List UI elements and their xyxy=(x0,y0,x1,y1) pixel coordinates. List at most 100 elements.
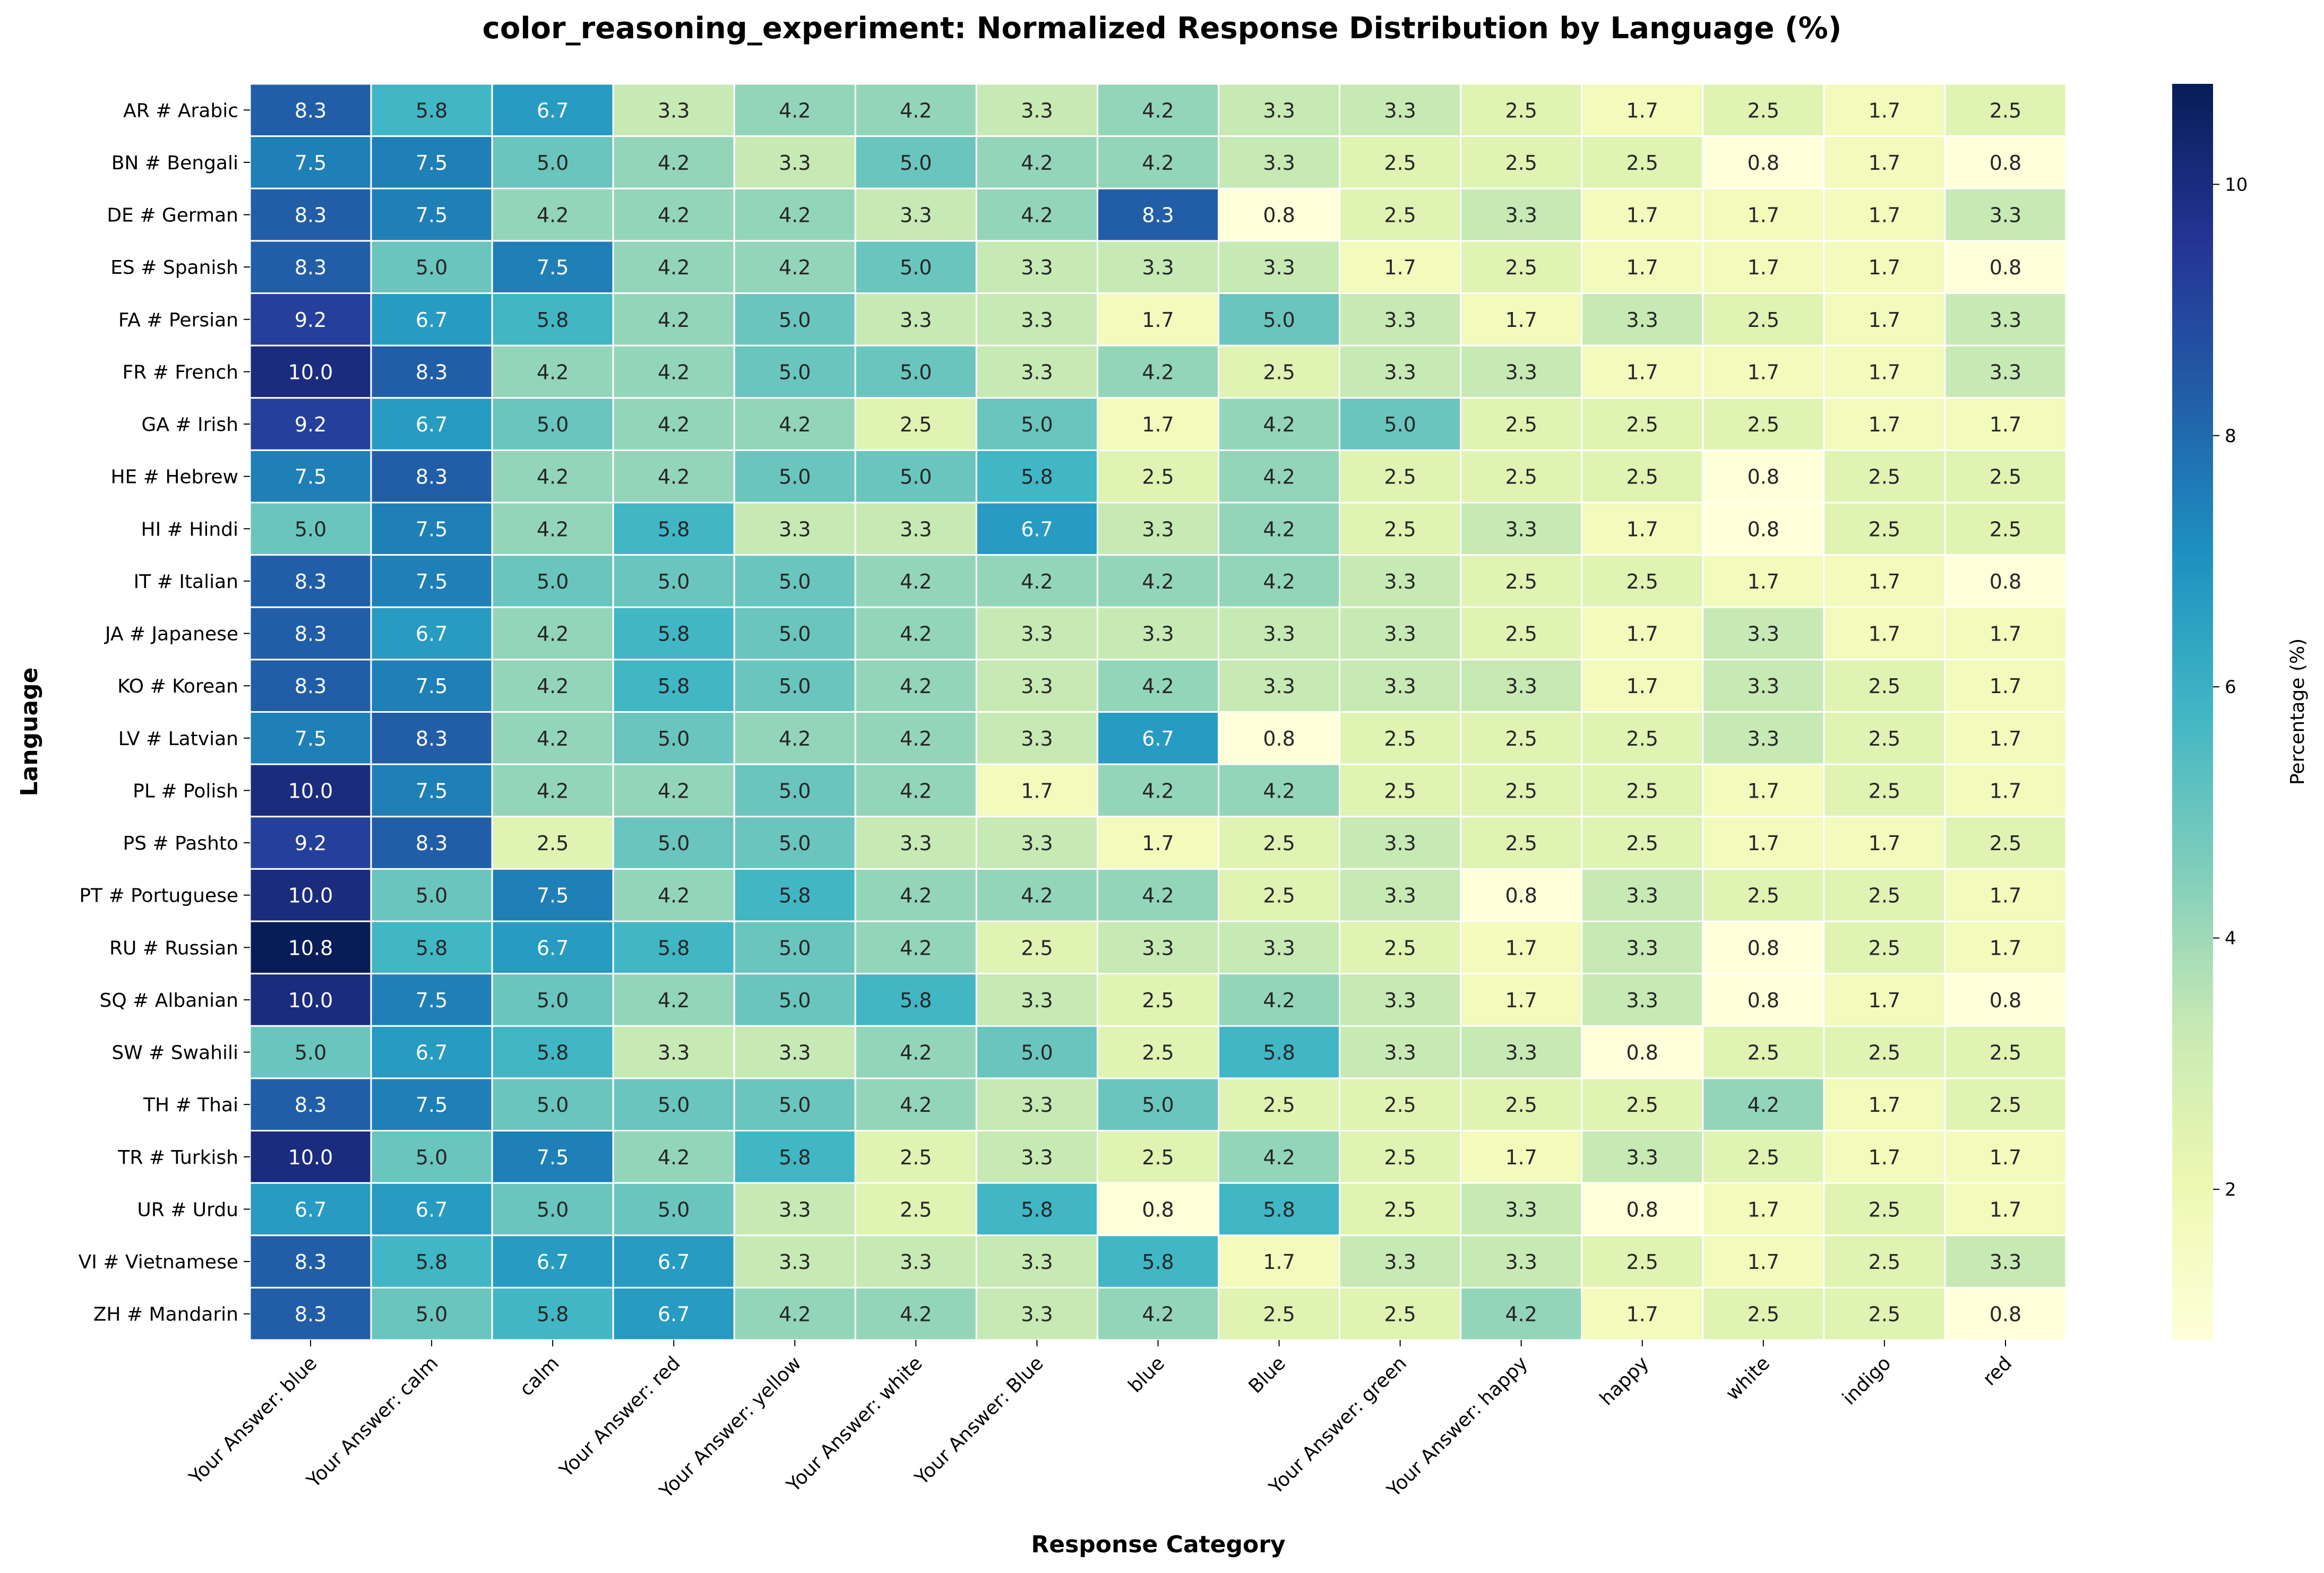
cell-value-label: 3.3 xyxy=(658,99,690,122)
heatmap-cell xyxy=(491,83,614,137)
cell-value-label: 8.3 xyxy=(1142,204,1174,227)
cell-value-label: 5.0 xyxy=(537,413,569,436)
column-label: white xyxy=(1722,1352,1775,1405)
cell-value-label: 7.5 xyxy=(537,1146,569,1169)
cell-value-label: 9.2 xyxy=(295,308,326,332)
cell-value-label: 0.8 xyxy=(1990,1303,2021,1326)
cell-value-label: 5.0 xyxy=(900,465,932,489)
cell-value-label: 3.3 xyxy=(1021,360,1053,384)
cell-value-label: 4.2 xyxy=(1263,779,1295,802)
cell-value-label: 2.5 xyxy=(1263,1303,1295,1326)
heatmap-cell xyxy=(1096,344,1220,399)
heatmap-cell xyxy=(1823,502,1946,556)
cell-value-label: 4.2 xyxy=(1142,675,1174,698)
heatmap-cell xyxy=(370,711,493,765)
heatmap-cell xyxy=(733,920,856,975)
cell-value-label: 1.7 xyxy=(1990,1198,2021,1221)
heatmap-cell xyxy=(1702,1182,1825,1237)
heatmap-cell xyxy=(975,397,1098,451)
cell-value-label: 8.3 xyxy=(416,465,447,489)
cell-value-label: 2.5 xyxy=(1990,1041,2021,1065)
cell-value-label: 2.5 xyxy=(1142,989,1174,1012)
cell-value-label: 5.0 xyxy=(779,360,811,384)
cell-value-label: 2.5 xyxy=(1626,727,1658,750)
cell-value-label: 1.7 xyxy=(1748,204,1779,227)
cell-value-label: 3.3 xyxy=(1384,99,1416,122)
cell-value-label: 4.2 xyxy=(537,465,569,489)
cell-value-label: 3.3 xyxy=(1263,99,1295,122)
heatmap-cell xyxy=(1460,659,1583,713)
heatmap-cell xyxy=(733,973,856,1027)
heatmap-cell xyxy=(1581,187,1704,242)
cell-value-label: 1.7 xyxy=(1626,517,1658,541)
cell-value-label: 3.3 xyxy=(1505,1041,1537,1065)
cell-value-label: 4.2 xyxy=(1263,989,1295,1012)
heatmap-cell xyxy=(1096,240,1220,294)
cell-value-label: 7.5 xyxy=(416,989,447,1012)
cell-value-label: 1.7 xyxy=(1869,570,1900,593)
heatmap-cell xyxy=(249,344,372,399)
heatmap-cell xyxy=(1218,344,1341,399)
heatmap-cell xyxy=(1581,83,1704,137)
cell-value-label: 5.0 xyxy=(537,989,569,1012)
cell-value-label: 3.3 xyxy=(1021,1303,1053,1326)
cell-value-label: 9.2 xyxy=(295,832,326,855)
cell-value-label: 5.0 xyxy=(537,1198,569,1221)
cell-value-label: 2.5 xyxy=(1990,1093,2021,1117)
heatmap-cell xyxy=(854,502,977,556)
cell-value-label: 4.2 xyxy=(658,256,690,279)
cell-value-label: 5.8 xyxy=(537,1303,569,1326)
cell-value-label: 5.8 xyxy=(658,675,690,698)
heatmap-cell xyxy=(612,240,735,294)
cell-value-label: 2.5 xyxy=(1869,1041,1900,1065)
heatmap-cell xyxy=(1702,292,1825,347)
heatmap-cell xyxy=(1702,397,1825,451)
heatmap-cell xyxy=(491,1234,614,1289)
cell-value-label: 4.2 xyxy=(1142,151,1174,175)
cell-value-label: 1.7 xyxy=(1990,779,2021,802)
cell-value-label: 3.3 xyxy=(1384,1041,1416,1065)
cell-value-label: 3.3 xyxy=(1263,256,1295,279)
heatmap-cell xyxy=(1339,449,1462,504)
heatmap-cell xyxy=(1581,1025,1704,1079)
heatmap-cell xyxy=(1581,135,1704,189)
heatmap-cell xyxy=(1096,397,1220,451)
cell-value-label: 0.8 xyxy=(1990,256,2021,279)
cell-value-label: 2.5 xyxy=(1748,1146,1779,1169)
heatmap-cell xyxy=(1823,973,1946,1027)
cell-value-label: 6.7 xyxy=(295,1198,326,1221)
cell-value-label: 3.3 xyxy=(779,1198,811,1221)
cell-value-label: 6.7 xyxy=(416,623,447,646)
cell-value-label: 3.3 xyxy=(1505,1198,1537,1221)
cell-value-label: 4.2 xyxy=(658,308,690,332)
heatmap-cell xyxy=(975,502,1098,556)
heatmap-cell xyxy=(491,449,614,504)
cell-value-label: 4.2 xyxy=(537,517,569,541)
cell-value-label: 3.3 xyxy=(1384,360,1416,384)
heatmap-cell xyxy=(854,240,977,294)
cell-value-label: 4.2 xyxy=(1505,1303,1537,1326)
cell-value-label: 2.5 xyxy=(1384,151,1416,175)
cell-value-label: 8.3 xyxy=(295,1093,326,1117)
heatmap-cell xyxy=(1339,1286,1462,1341)
cell-value-label: 2.5 xyxy=(1384,465,1416,489)
cell-value-label: 3.3 xyxy=(1505,675,1537,698)
heatmap-cell xyxy=(491,973,614,1027)
cell-value-label: 0.8 xyxy=(1990,151,2021,175)
cell-value-label: 3.3 xyxy=(1990,1250,2021,1274)
cell-value-label: 4.2 xyxy=(1142,99,1174,122)
heatmap-cell xyxy=(733,1130,856,1184)
heatmap-cell xyxy=(1702,659,1825,713)
cell-value-label: 1.7 xyxy=(1990,623,2021,646)
row-label: ZH # Mandarin xyxy=(93,1304,238,1326)
cell-value-label: 8.3 xyxy=(416,727,447,750)
column-label: Blue xyxy=(1245,1352,1290,1397)
cell-value-label: 3.3 xyxy=(1263,623,1295,646)
cell-value-label: 2.5 xyxy=(1505,623,1537,646)
cell-value-label: 4.2 xyxy=(779,413,811,436)
heatmap-cell xyxy=(491,1077,614,1131)
cell-value-label: 6.7 xyxy=(658,1250,690,1274)
heatmap-cell xyxy=(249,83,372,137)
cell-value-label: 5.8 xyxy=(658,623,690,646)
